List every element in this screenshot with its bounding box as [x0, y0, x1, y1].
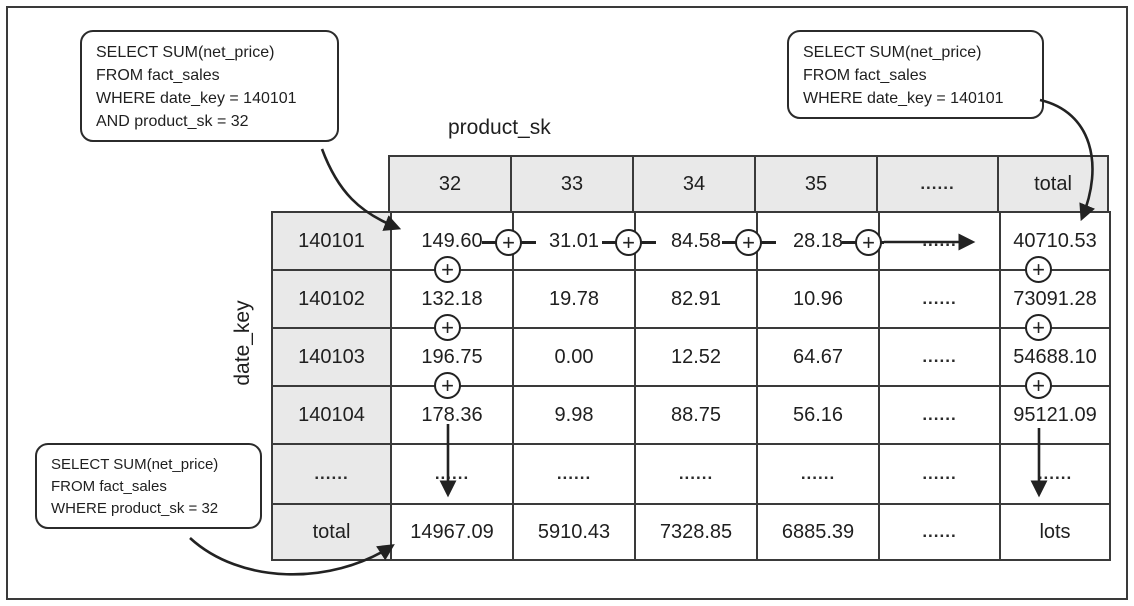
figure-border — [6, 6, 1128, 600]
column-total-cell: 5910.43 — [512, 503, 636, 561]
grid-row-140103: 140103 196.75 0.00 12.52 64.67 ...... 54… — [271, 327, 1111, 387]
callout-column-total-query: SELECT SUM(net_price) FROM fact_sales WH… — [35, 443, 262, 529]
ellipsis-cell: ...... — [390, 443, 514, 505]
header-cell: 34 — [632, 155, 756, 213]
column-total-cell: 7328.85 — [634, 503, 758, 561]
ellipsis-cell: ...... — [878, 503, 1001, 561]
value-cell: 12.52 — [634, 327, 758, 387]
value-cell: 64.67 — [756, 327, 880, 387]
grid-row-ellipsis: ...... ...... ...... ...... ...... .....… — [271, 443, 1111, 505]
row-label-cell: 140104 — [271, 385, 392, 445]
row-axis-label: date_key — [231, 300, 254, 386]
sql-line: AND product_sk = 32 — [96, 113, 249, 130]
grid-row-140101: 140101 149.60 31.01 84.58 28.18 ...... 4… — [271, 211, 1111, 271]
sql-line: SELECT SUM(net_price) — [96, 44, 275, 61]
grid-row-total: total 14967.09 5910.43 7328.85 6885.39 .… — [271, 503, 1111, 561]
sql-line: WHERE product_sk = 32 — [51, 500, 219, 517]
ellipsis-cell: ...... — [512, 443, 636, 505]
value-cell: 82.91 — [634, 269, 758, 329]
row-total-cell: 40710.53 — [999, 211, 1111, 271]
plus-icon: + — [615, 229, 642, 256]
header-cell-total: total — [997, 155, 1109, 213]
value-cell: 9.98 — [512, 385, 636, 445]
plus-icon: + — [434, 372, 461, 399]
value-cell: 10.96 — [756, 269, 880, 329]
row-label-cell: 140103 — [271, 327, 392, 387]
plus-icon: + — [495, 229, 522, 256]
row-label-cell-ellipsis: ...... — [271, 443, 392, 505]
sql-line: SELECT SUM(net_price) — [803, 44, 982, 61]
sql-line: WHERE date_key = 140101 — [96, 90, 297, 107]
callout-cell-query: SELECT SUM(net_price) FROM fact_sales WH… — [80, 30, 339, 142]
value-cell: 88.75 — [634, 385, 758, 445]
sql-line: WHERE date_key = 140101 — [803, 90, 1004, 107]
row-total-cell: 73091.28 — [999, 269, 1111, 329]
header-cell: 32 — [388, 155, 512, 213]
sql-line: FROM fact_sales — [51, 478, 167, 495]
sql-line: FROM fact_sales — [96, 67, 220, 84]
callout-row-total-query: SELECT SUM(net_price) FROM fact_sales WH… — [787, 30, 1044, 119]
header-cell: 35 — [754, 155, 878, 213]
ellipsis-cell: ...... — [756, 443, 880, 505]
column-total-cell: 6885.39 — [756, 503, 880, 561]
ellipsis-cell: ...... — [878, 385, 1001, 445]
header-cell-ellipsis: ...... — [876, 155, 999, 213]
ellipsis-cell: ...... — [878, 443, 1001, 505]
plus-icon: + — [434, 314, 461, 341]
plus-icon: + — [1025, 314, 1052, 341]
row-total-cell: 54688.10 — [999, 327, 1111, 387]
sql-line: FROM fact_sales — [803, 67, 927, 84]
row-label-cell-total: total — [271, 503, 392, 561]
fact-grid: 140101 149.60 31.01 84.58 28.18 ...... 4… — [271, 211, 1111, 561]
plus-icon: + — [855, 229, 882, 256]
column-header-row: 32 33 34 35 ...... total — [388, 155, 1109, 213]
ellipsis-cell: ...... — [999, 443, 1111, 505]
plus-icon: + — [1025, 372, 1052, 399]
ellipsis-cell: ...... — [878, 269, 1001, 329]
header-cell: 33 — [510, 155, 634, 213]
value-cell: 0.00 — [512, 327, 636, 387]
ellipsis-cell: ...... — [634, 443, 758, 505]
sql-line: SELECT SUM(net_price) — [51, 456, 219, 473]
value-cell: 56.16 — [756, 385, 880, 445]
value-cell: 19.78 — [512, 269, 636, 329]
column-axis-label: product_sk — [448, 116, 551, 139]
plus-icon: + — [434, 256, 461, 283]
column-total-cell: 14967.09 — [390, 503, 514, 561]
ellipsis-cell: ...... — [878, 211, 1001, 271]
plus-icon: + — [735, 229, 762, 256]
row-label-cell: 140101 — [271, 211, 392, 271]
plus-icon: + — [1025, 256, 1052, 283]
row-total-cell: 95121.09 — [999, 385, 1111, 445]
grid-row-140102: 140102 132.18 19.78 82.91 10.96 ...... 7… — [271, 269, 1111, 329]
grand-total-cell: lots — [999, 503, 1111, 561]
ellipsis-cell: ...... — [878, 327, 1001, 387]
grid-row-140104: 140104 178.36 9.98 88.75 56.16 ...... 95… — [271, 385, 1111, 445]
row-label-cell: 140102 — [271, 269, 392, 329]
